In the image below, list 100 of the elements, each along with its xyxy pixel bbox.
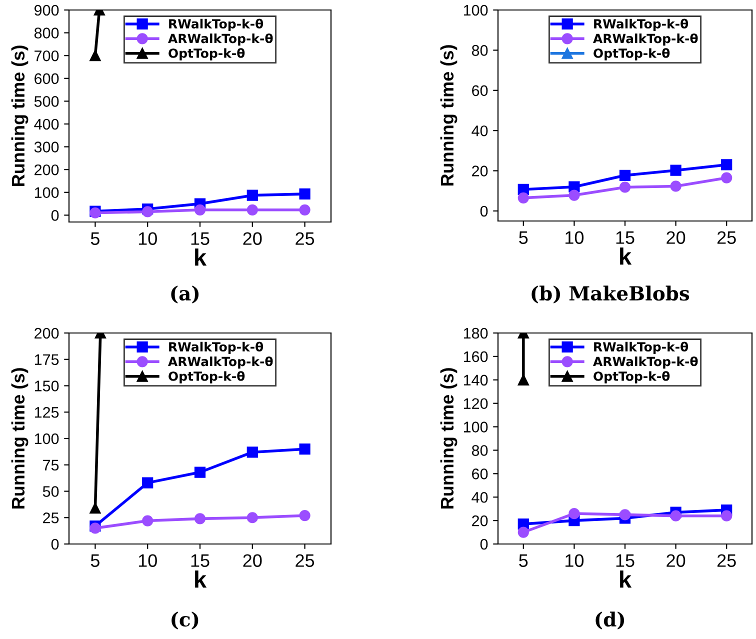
- y-tick-label: 700: [34, 50, 59, 62]
- y-tick-label: 0: [51, 210, 59, 221]
- y-tick-label: 60: [472, 468, 488, 480]
- point: [670, 510, 682, 522]
- text: (b) MakeBlobs: [532, 286, 690, 304]
- point: [670, 180, 682, 192]
- x-tick-label: 10: [566, 231, 584, 244]
- legend-label: OptTop-k-θ: [168, 371, 245, 384]
- point: [568, 190, 580, 201]
- legend-label: RWalkTop-k-θ: [594, 18, 688, 31]
- y-tick-label: 900: [34, 4, 59, 16]
- legend-label: RWalkTop-k-θ: [594, 342, 688, 354]
- y-tick-label: 100: [34, 433, 59, 444]
- y-tick-label: 120: [464, 398, 488, 410]
- legend-label: ARWalkTop-k-θ: [593, 356, 698, 369]
- x-tick-label: 15: [191, 232, 210, 245]
- point: [670, 164, 682, 176]
- point: [619, 170, 631, 181]
- legend-label: OptTop-k-θ: [594, 48, 670, 60]
- x-tick-label: 20: [243, 554, 262, 567]
- y-tick-label: 200: [34, 328, 59, 339]
- y-tick-label: 600: [34, 73, 59, 84]
- y-tick-label: 40: [472, 125, 488, 136]
- point: [142, 477, 154, 488]
- point: [246, 446, 258, 458]
- y-tick-label: 100: [464, 422, 488, 432]
- y-axis-title: Running time (s): [440, 45, 458, 186]
- point: [246, 512, 258, 524]
- point: [721, 159, 732, 170]
- x-tick-label: 10: [138, 554, 157, 567]
- y-tick-label: 0: [480, 538, 488, 550]
- y-tick-label: 100: [34, 187, 59, 198]
- point: [299, 204, 310, 216]
- y-tick-label: 175: [34, 354, 59, 366]
- point: [518, 526, 529, 538]
- point: [142, 515, 154, 526]
- y-tick-label: 0: [51, 538, 59, 550]
- y-axis-title: Running time (s): [440, 368, 458, 508]
- x-axis-title: k: [620, 570, 632, 588]
- text: (a): [171, 286, 199, 304]
- point: [142, 206, 154, 218]
- legend-label: OptTop-k-θ: [168, 48, 245, 60]
- point: [721, 510, 732, 522]
- legend-label: ARWalkTop-k-θ: [593, 33, 698, 46]
- y-tick-label: 80: [472, 445, 488, 456]
- x-tick-label: 20: [666, 231, 686, 244]
- y-tick-label: 20: [472, 166, 488, 176]
- y-tick-label: 200: [34, 164, 59, 176]
- y-tick-label: 300: [34, 142, 59, 152]
- x-tick-label: 25: [717, 231, 736, 244]
- y-axis-title: Running time (s): [11, 368, 28, 508]
- legend-label: ARWalkTop-k-θ: [168, 33, 273, 46]
- x-tick-label: 15: [616, 554, 634, 567]
- x-tick-label: 5: [90, 232, 100, 245]
- y-tick-label: 80: [472, 45, 488, 56]
- legend-label: ARWalkTop-k-θ: [168, 356, 273, 369]
- y-tick-label: 140: [464, 374, 488, 386]
- x-tick-label: 5: [519, 554, 528, 567]
- y-tick-label: 50: [42, 486, 59, 497]
- legend-label: RWalkTop-k-θ: [169, 342, 264, 354]
- y-tick-label: 75: [43, 460, 59, 471]
- point: [721, 172, 732, 184]
- y-tick-label: 800: [34, 28, 59, 38]
- y-tick-label: 125: [34, 406, 59, 418]
- text: (c): [172, 612, 198, 630]
- point: [194, 513, 206, 524]
- x-tick-label: 5: [519, 231, 528, 244]
- y-tick-label: 60: [472, 85, 488, 96]
- point: [299, 188, 310, 200]
- point: [246, 190, 258, 201]
- x-axis-title: k: [195, 248, 207, 266]
- x-tick-label: 20: [243, 232, 262, 245]
- x-tick-label: 15: [616, 231, 634, 244]
- point: [299, 443, 310, 455]
- y-tick-label: 160: [464, 351, 488, 362]
- point: [194, 204, 206, 216]
- x-tick-label: 5: [90, 554, 100, 567]
- point: [246, 204, 258, 216]
- x-axis-title: k: [195, 570, 207, 588]
- y-tick-label: 100: [464, 4, 488, 16]
- point: [619, 509, 631, 520]
- text: (d): [596, 612, 624, 630]
- point: [518, 192, 529, 204]
- point: [619, 182, 631, 193]
- x-tick-label: 25: [717, 554, 736, 567]
- x-tick-label: 10: [138, 232, 157, 245]
- point: [90, 502, 101, 514]
- x-axis-title: k: [620, 248, 632, 265]
- y-tick-label: 180: [464, 328, 488, 339]
- y-tick-label: 40: [472, 492, 488, 503]
- x-tick-label: 10: [566, 554, 584, 567]
- y-tick-label: 0: [480, 206, 488, 217]
- x-tick-label: 25: [296, 232, 314, 245]
- point: [194, 466, 206, 478]
- y-axis-title: Running time (s): [11, 46, 28, 186]
- y-tick-label: 500: [34, 96, 59, 107]
- point: [568, 508, 580, 520]
- x-tick-label: 25: [296, 554, 314, 567]
- y-tick-label: 20: [472, 515, 488, 526]
- x-tick-label: 20: [666, 554, 686, 567]
